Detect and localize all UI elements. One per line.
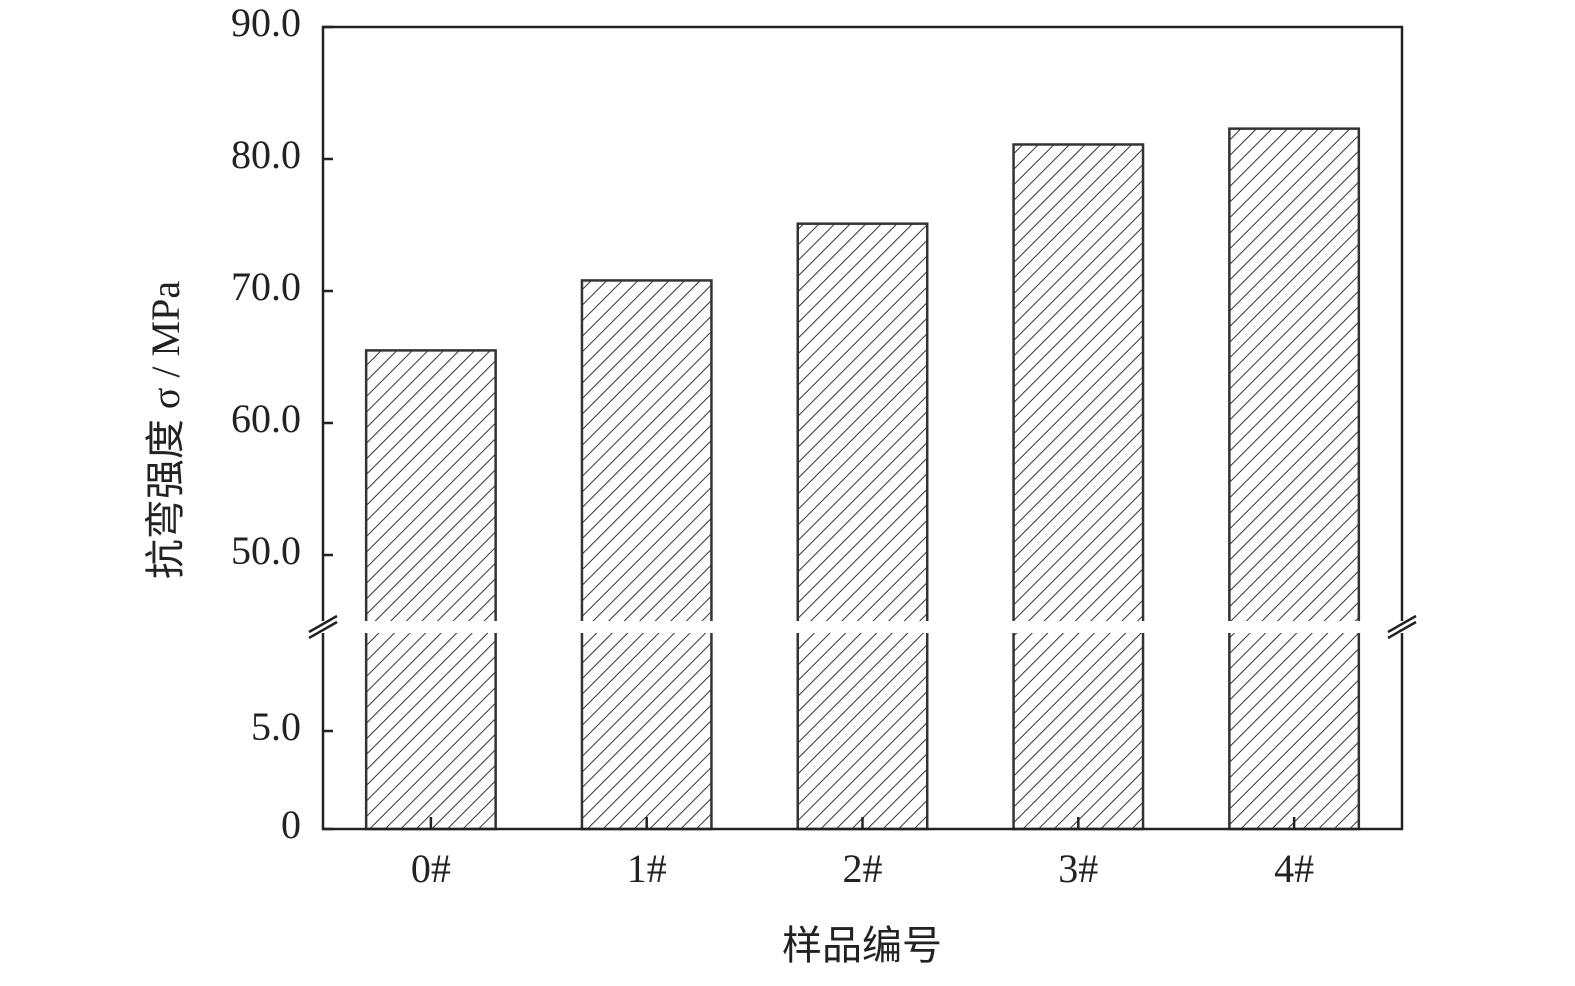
bar: [364, 349, 497, 831]
x-tick-label: 4#: [1274, 846, 1314, 891]
bar: [796, 222, 929, 831]
y-tick-label: 80.0: [231, 132, 301, 177]
x-tick-label: 1#: [627, 846, 667, 891]
x-axis-label: 样品编号: [782, 923, 942, 968]
x-tick-label: 2#: [843, 846, 883, 891]
x-tick-label: 0#: [411, 846, 451, 891]
y-tick-label: 60.0: [231, 396, 301, 441]
bar: [580, 279, 713, 831]
axis-break-gap: [321, 621, 1404, 633]
y-tick-label: 70.0: [231, 264, 301, 309]
break-mark: [1387, 620, 1417, 640]
x-tick-label: 3#: [1058, 846, 1098, 891]
y-tick-label: 90.0: [231, 0, 301, 45]
y-tick-label: 5.0: [251, 704, 301, 749]
y-tick-label: 0: [281, 802, 301, 847]
break-mark: [308, 614, 338, 634]
break-mark: [308, 620, 338, 640]
y-axis-label: 抗弯强度 σ / MPa: [143, 281, 188, 579]
bar: [1228, 127, 1361, 831]
y-tick-label: 50.0: [231, 528, 301, 573]
bar: [1012, 143, 1145, 831]
break-mark: [1387, 614, 1417, 634]
